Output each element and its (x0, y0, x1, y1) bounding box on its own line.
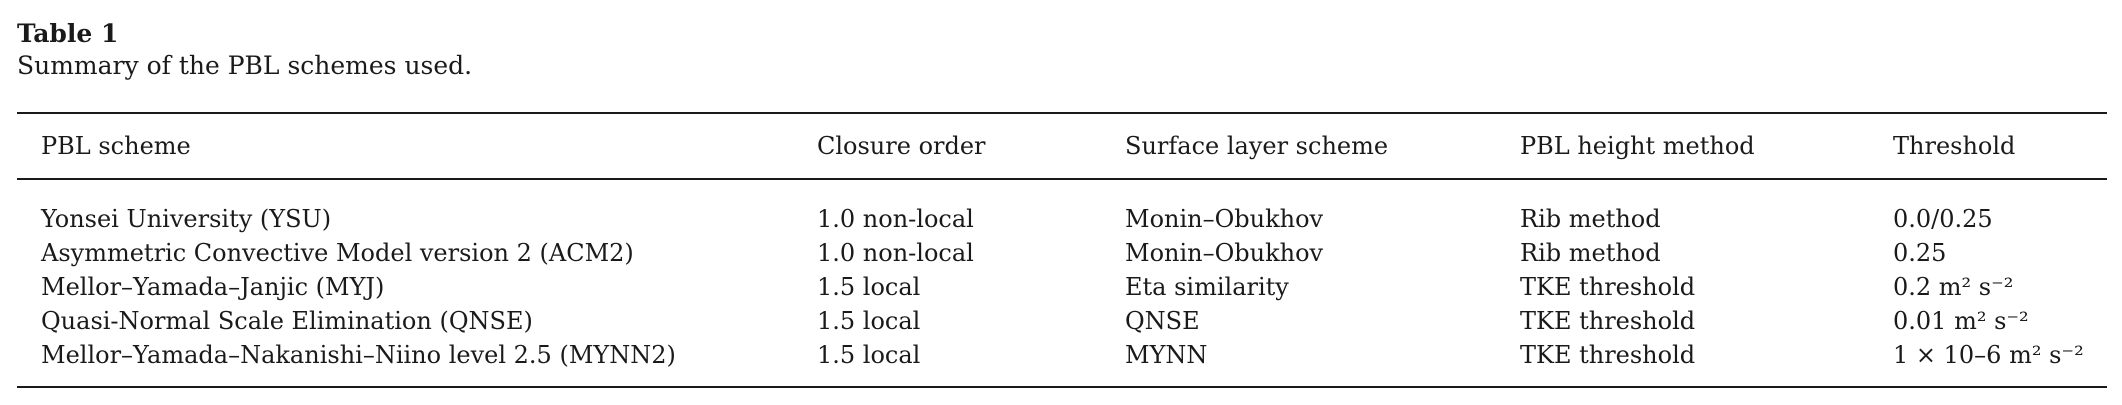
header-pbl-scheme: PBL scheme (17, 112, 793, 180)
cell-pbl-scheme: Mellor–Yamada–Janjic (MYJ) (41, 273, 385, 301)
cell-pbl-scheme: Quasi-Normal Scale Elimination (QNSE) (41, 307, 533, 335)
header-closure-order: Closure order (793, 112, 1101, 180)
cell-threshold: 1 × 10–6 m² s⁻² (1869, 338, 2107, 388)
cell-threshold: 0.0/0.25 (1893, 205, 1993, 233)
table-row: Quasi-Normal Scale Elimination (QNSE) 1.… (17, 304, 2107, 338)
cell-closure-order: 1.0 non-local (817, 239, 974, 267)
cell-pbl-scheme: Yonsei University (YSU) (41, 205, 332, 233)
pbl-schemes-table: PBL scheme Closure order Surface layer s… (17, 112, 2107, 388)
cell-surface-layer-scheme: Monin–Obukhov (1125, 205, 1324, 233)
cell-closure-order: 1.5 local (817, 307, 921, 335)
table-row: Yonsei University (YSU) 1.0 non-local Mo… (17, 179, 2107, 236)
table-container: Table 1 Summary of the PBL schemes used.… (17, 18, 2107, 388)
cell-pbl-height-method: TKE threshold (1520, 307, 1696, 335)
header-surface-layer-scheme: Surface layer scheme (1101, 112, 1496, 180)
table-row: Asymmetric Convective Model version 2 (A… (17, 236, 2107, 270)
cell-pbl-scheme: Asymmetric Convective Model version 2 (A… (41, 239, 634, 267)
cell-closure-order: 1.5 local (793, 338, 1101, 388)
table-row: Mellor–Yamada–Nakanishi–Niino level 2.5 … (17, 338, 2107, 388)
cell-pbl-scheme: Mellor–Yamada–Nakanishi–Niino level 2.5 … (17, 338, 793, 388)
table-caption: Summary of the PBL schemes used. (17, 51, 473, 80)
header-pbl-height-method: PBL height method (1496, 112, 1869, 180)
cell-closure-order: 1.5 local (817, 273, 921, 301)
cell-threshold: 0.25 (1893, 239, 1947, 267)
cell-closure-order: 1.0 non-local (817, 205, 974, 233)
header-threshold: Threshold (1869, 112, 2107, 180)
cell-pbl-height-method: TKE threshold (1520, 273, 1696, 301)
cell-surface-layer-scheme: Monin–Obukhov (1125, 239, 1324, 267)
table-row: Mellor–Yamada–Janjic (MYJ) 1.5 local Eta… (17, 270, 2107, 304)
cell-pbl-height-method: Rib method (1520, 205, 1661, 233)
cell-surface-layer-scheme: QNSE (1125, 307, 1200, 335)
table-label: Table 1 (17, 19, 119, 48)
table-header-row: PBL scheme Closure order Surface layer s… (17, 112, 2107, 180)
cell-threshold: 0.2 m² s⁻² (1893, 273, 2014, 301)
cell-surface-layer-scheme: Eta similarity (1125, 273, 1289, 301)
cell-surface-layer-scheme: MYNN (1101, 338, 1496, 388)
cell-pbl-height-method: Rib method (1520, 239, 1661, 267)
cell-pbl-height-method: TKE threshold (1496, 338, 1869, 388)
cell-threshold: 0.01 m² s⁻² (1893, 307, 2029, 335)
